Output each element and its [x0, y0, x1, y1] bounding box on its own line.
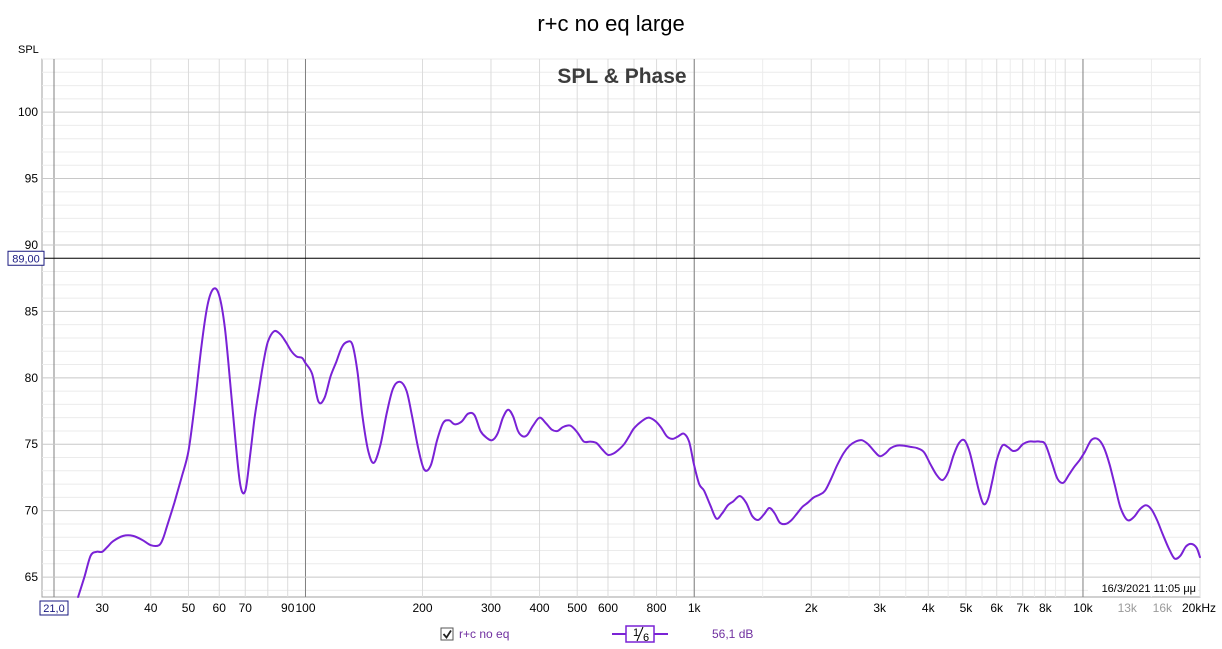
x-tick-label: 50 [182, 601, 196, 615]
x-tick-label: 90 [281, 601, 295, 615]
x-tick-label: 100 [295, 601, 315, 615]
x-tick-label: 60 [213, 601, 227, 615]
x-tick-label: 13k [1118, 601, 1138, 615]
timestamp: 16/3/2021 11:05 μμ [1102, 583, 1196, 595]
x-tick-label: 7k [1016, 601, 1030, 615]
y-tick-label: 70 [25, 504, 39, 518]
smoothing-slash [636, 626, 644, 642]
x-tick-label: 1k [688, 601, 702, 615]
legend: r+c no eq 1 6 56,1 dB [440, 625, 753, 644]
x-tick-label: 40 [144, 601, 158, 615]
x-start-box[interactable] [39, 600, 69, 616]
y-tick-label: 75 [25, 437, 39, 451]
x-tick-label: 2k [805, 601, 819, 615]
smoothing-numerator: 1 [633, 627, 639, 639]
y-tick-label: 65 [25, 570, 39, 584]
y-tick-label: 95 [25, 172, 39, 186]
smoothing-denominator: 6 [643, 632, 649, 644]
minor-grid [42, 58, 1201, 597]
series-line [77, 287, 1201, 598]
reference-value-label: 89,00 [12, 253, 40, 265]
x-tick-label: 300 [481, 601, 501, 615]
x-tick-label: 200 [412, 601, 432, 615]
x-tick-label: 400 [530, 601, 550, 615]
checkmark-icon [442, 630, 452, 640]
reference-value-box[interactable] [7, 250, 45, 266]
timestamp-box [1088, 580, 1198, 596]
plot-background [41, 58, 1201, 598]
x-tick-label: 600 [598, 601, 618, 615]
y-tick-label: 90 [25, 238, 39, 252]
panel-title: SPL & Phase [557, 65, 686, 88]
y-tick-label: 100 [18, 105, 38, 119]
x-tick-label: 3k [873, 601, 887, 615]
x-tick-label: 5k [960, 601, 974, 615]
x-start-label: 21,0 [43, 603, 64, 615]
y-axis-label: SPL [18, 44, 39, 56]
legend-offset-label: 56,1 dB [712, 627, 753, 641]
x-tick-labels: 30 40 50 60 70 90 100 200 300 400 500 600 800 1k 2k 3k 4… [96, 601, 1216, 615]
x-tick-label: 20kHz [1182, 601, 1216, 615]
chart-title: r+c no eq large [537, 11, 684, 36]
y-tick-label: 80 [25, 371, 39, 385]
x-tick-label: 6k [990, 601, 1004, 615]
y-tick-labels: 65 70 75 80 85 90 95 100 [18, 105, 38, 584]
major-grid [42, 59, 1200, 597]
x-tick-label: 4k [922, 601, 936, 615]
y-tick-label: 85 [25, 304, 39, 318]
x-tick-label: 8k [1039, 601, 1053, 615]
legend-series-label[interactable]: r+c no eq [459, 627, 509, 641]
x-tick-label: 70 [239, 601, 253, 615]
x-tick-label: 800 [647, 601, 667, 615]
x-tick-label: 16k [1153, 601, 1173, 615]
x-tick-label: 10k [1073, 601, 1093, 615]
x-tick-label: 30 [96, 601, 110, 615]
x-tick-label: 500 [567, 601, 587, 615]
